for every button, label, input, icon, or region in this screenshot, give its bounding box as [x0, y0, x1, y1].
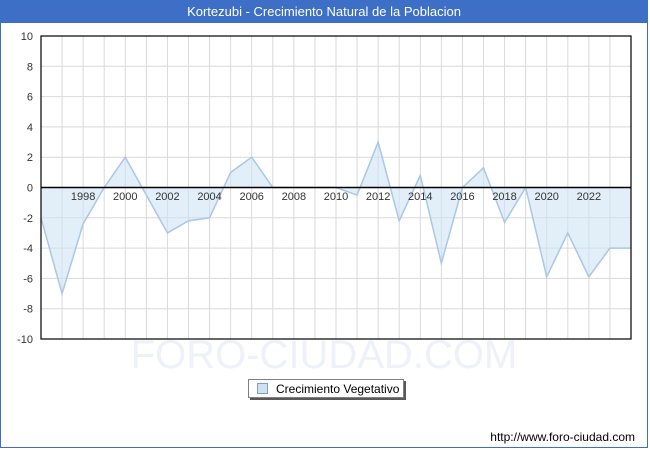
svg-text:2002: 2002	[155, 191, 179, 203]
svg-text:2014: 2014	[408, 191, 432, 203]
svg-text:2018: 2018	[492, 191, 516, 203]
svg-text:2020: 2020	[534, 191, 558, 203]
svg-text:1998: 1998	[71, 191, 95, 203]
svg-text:2022: 2022	[577, 191, 601, 203]
svg-text:-4: -4	[23, 243, 33, 255]
svg-text:6: 6	[27, 92, 33, 104]
svg-text:2010: 2010	[324, 191, 348, 203]
svg-text:2004: 2004	[197, 191, 221, 203]
svg-text:2012: 2012	[366, 191, 390, 203]
svg-text:2016: 2016	[450, 191, 474, 203]
svg-text:4: 4	[27, 122, 33, 134]
svg-text:-8: -8	[23, 304, 33, 316]
svg-text:-2: -2	[23, 213, 33, 225]
svg-text:2006: 2006	[239, 191, 263, 203]
svg-text:8: 8	[27, 61, 33, 73]
svg-text:0: 0	[27, 183, 33, 195]
svg-text:10: 10	[21, 31, 33, 43]
svg-text:2000: 2000	[113, 191, 137, 203]
svg-text:2: 2	[27, 152, 33, 164]
svg-text:2008: 2008	[282, 191, 306, 203]
svg-text:-6: -6	[23, 273, 33, 285]
